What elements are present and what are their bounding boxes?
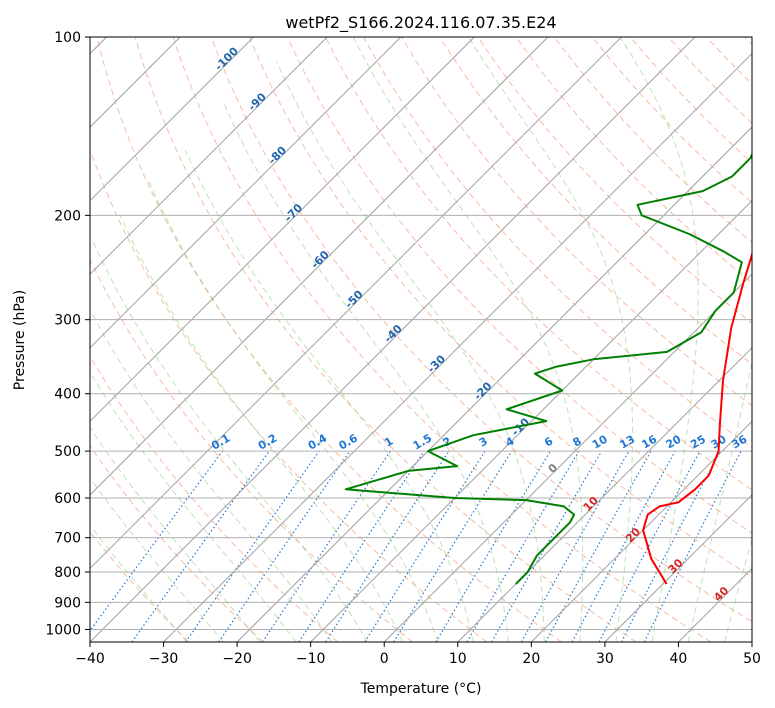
chart-title: wetPf2_S166.2024.116.07.35.E24 bbox=[285, 13, 556, 33]
sounding-series bbox=[344, 151, 752, 585]
x-tick-label: −40 bbox=[75, 651, 105, 667]
dry-adiabat-line bbox=[134, 37, 637, 642]
y-tick-label: 1000 bbox=[45, 622, 81, 638]
mixing-ratio-line bbox=[393, 450, 513, 642]
mixing-ratio-line bbox=[435, 450, 552, 642]
dry-adiabat-line bbox=[325, 37, 752, 491]
mixing-ratio-line bbox=[491, 450, 603, 642]
moist-adiabat-line bbox=[687, 360, 752, 642]
mixing-ratio-line bbox=[520, 450, 630, 642]
mixing-ratio-line bbox=[466, 450, 580, 642]
isotherm-line bbox=[90, 37, 622, 570]
dry-adiabat-line bbox=[629, 37, 752, 164]
isotherm-line bbox=[310, 199, 752, 642]
y-tick-label: 100 bbox=[54, 30, 81, 46]
mixing-ratio-lines bbox=[90, 450, 742, 642]
x-tick-label: 50 bbox=[743, 651, 761, 667]
temperature-profile-line bbox=[642, 251, 752, 585]
y-tick-label: 300 bbox=[54, 313, 81, 329]
moist-adiabat-line bbox=[352, 37, 584, 642]
isotherm-line bbox=[604, 494, 752, 642]
dry-adiabats bbox=[90, 37, 752, 642]
x-tick-label: 30 bbox=[596, 651, 614, 667]
y-tick-label: 700 bbox=[54, 531, 81, 547]
dry-adiabat-line bbox=[210, 37, 752, 623]
moist-adiabat-line bbox=[90, 426, 261, 642]
dry-adiabat-line bbox=[248, 37, 752, 578]
dry-adiabat-line bbox=[591, 37, 752, 204]
y-tick-label: 400 bbox=[54, 387, 81, 403]
mixing-ratio-line bbox=[325, 450, 450, 642]
isotherm-line bbox=[90, 37, 328, 275]
dry-adiabat-line bbox=[477, 37, 752, 324]
moist-adiabat-line bbox=[276, 61, 545, 642]
dry-adiabat-line bbox=[90, 258, 413, 642]
isotherm-line bbox=[530, 420, 752, 642]
y-tick-label: 200 bbox=[54, 208, 81, 224]
moist-adiabat-line bbox=[119, 215, 404, 642]
isotherm-line bbox=[90, 37, 475, 423]
moist-adiabat-line bbox=[468, 37, 633, 642]
x-tick-label: 40 bbox=[670, 651, 688, 667]
x-tick-label: 10 bbox=[449, 651, 467, 667]
isotherm-line bbox=[90, 37, 255, 202]
x-tick-label: 0 bbox=[380, 651, 389, 667]
dry-adiabat-line bbox=[286, 37, 752, 534]
y-tick-label: 900 bbox=[54, 595, 81, 611]
dewpoint-profile-line bbox=[344, 151, 752, 585]
mixing-ratio-line bbox=[185, 450, 320, 642]
moist-adiabat-line bbox=[91, 239, 368, 642]
plot-frame bbox=[89, 36, 753, 643]
moist-adiabat-line bbox=[148, 180, 439, 642]
isotherm-line bbox=[90, 37, 549, 496]
isotherm-line bbox=[90, 37, 696, 642]
x-tick-label: −30 bbox=[149, 651, 179, 667]
x-tick-label: −20 bbox=[222, 651, 252, 667]
dry-adiabat-line bbox=[90, 445, 264, 642]
isotherm-line bbox=[236, 126, 752, 642]
dry-adiabat-line bbox=[96, 37, 562, 642]
y-tick-label: 800 bbox=[54, 565, 81, 581]
x-tick-label: 20 bbox=[522, 651, 540, 667]
x-axis-title: Temperature (°C) bbox=[360, 681, 482, 697]
mixing-ratio-line bbox=[131, 450, 270, 642]
moist-adiabat-line bbox=[90, 308, 333, 642]
x-tick-label: −10 bbox=[296, 651, 326, 667]
y-axis-title: Pressure (hPa) bbox=[12, 290, 28, 390]
isotherms bbox=[90, 37, 752, 642]
mixing-ratio-line bbox=[364, 450, 486, 642]
moist-adiabat-line bbox=[224, 104, 510, 642]
y-tick-label: 500 bbox=[54, 444, 81, 460]
moist-adiabat-line bbox=[619, 37, 699, 642]
moist-adiabat-line bbox=[90, 524, 188, 642]
moist-adiabat-line bbox=[724, 536, 752, 642]
dry-adiabat-line bbox=[401, 37, 752, 407]
moist-adiabat-line bbox=[90, 371, 297, 642]
isotherm-line bbox=[163, 52, 752, 642]
mixing-ratio-line bbox=[571, 450, 676, 642]
isotherm-line bbox=[457, 347, 752, 642]
x-axis-ticks: −40 −30 −20 −10 0 10 20 30 40 50 bbox=[75, 642, 761, 667]
y-tick-label: 600 bbox=[54, 491, 81, 507]
isotherm-line bbox=[90, 37, 402, 349]
mixing-ratio-line bbox=[218, 450, 351, 642]
dry-adiabat-line bbox=[172, 37, 712, 642]
y-axis-ticks: 100 200 300 400 500 600 700 800 900 1000 bbox=[45, 30, 90, 638]
